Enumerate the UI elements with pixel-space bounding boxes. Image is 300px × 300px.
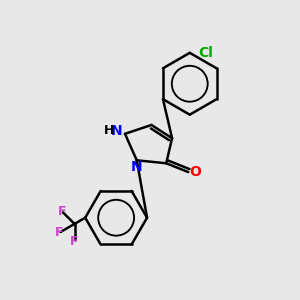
Text: O: O: [189, 165, 201, 179]
Text: N: N: [111, 124, 122, 138]
Text: Cl: Cl: [199, 46, 214, 60]
Text: F: F: [70, 235, 79, 248]
Text: F: F: [58, 205, 66, 218]
Text: N: N: [130, 160, 142, 174]
Text: H: H: [103, 124, 114, 137]
Text: F: F: [55, 226, 64, 239]
